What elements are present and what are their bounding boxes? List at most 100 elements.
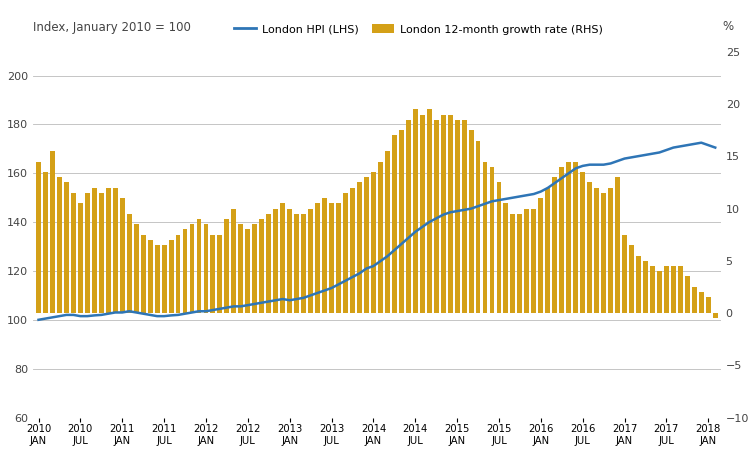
- Bar: [106, 188, 110, 313]
- Bar: [225, 219, 229, 313]
- Bar: [315, 203, 320, 313]
- Bar: [43, 172, 48, 313]
- Bar: [231, 208, 237, 313]
- Bar: [650, 266, 655, 313]
- Bar: [336, 203, 341, 313]
- Bar: [203, 224, 209, 313]
- Bar: [399, 130, 404, 313]
- Bar: [517, 214, 522, 313]
- Bar: [218, 235, 222, 313]
- Bar: [636, 255, 641, 313]
- Bar: [531, 208, 536, 313]
- Bar: [497, 183, 501, 313]
- Bar: [147, 240, 153, 313]
- Bar: [99, 193, 104, 313]
- Bar: [553, 177, 557, 313]
- Bar: [155, 245, 160, 313]
- Bar: [210, 235, 215, 313]
- Bar: [378, 162, 383, 313]
- Bar: [294, 214, 299, 313]
- Bar: [608, 188, 613, 313]
- Bar: [538, 198, 544, 313]
- Text: %: %: [722, 20, 733, 34]
- Bar: [573, 162, 578, 313]
- Bar: [357, 183, 362, 313]
- Bar: [706, 297, 711, 313]
- Bar: [127, 214, 132, 313]
- Bar: [190, 224, 194, 313]
- Bar: [615, 177, 620, 313]
- Bar: [119, 198, 125, 313]
- Bar: [238, 224, 243, 313]
- Bar: [525, 208, 529, 313]
- Bar: [329, 203, 334, 313]
- Bar: [246, 230, 250, 313]
- Bar: [175, 235, 181, 313]
- Bar: [490, 167, 494, 313]
- Bar: [420, 115, 425, 313]
- Bar: [343, 193, 348, 313]
- Bar: [78, 203, 83, 313]
- Bar: [545, 188, 550, 313]
- Bar: [594, 188, 599, 313]
- Bar: [664, 266, 669, 313]
- Bar: [476, 141, 481, 313]
- Bar: [643, 261, 648, 313]
- Bar: [162, 245, 166, 313]
- Bar: [71, 193, 76, 313]
- Bar: [671, 266, 676, 313]
- Bar: [85, 193, 90, 313]
- Bar: [385, 151, 390, 313]
- Bar: [566, 162, 572, 313]
- Bar: [657, 271, 662, 313]
- Bar: [629, 245, 634, 313]
- Bar: [364, 177, 369, 313]
- Bar: [301, 214, 306, 313]
- Bar: [50, 151, 55, 313]
- Bar: [392, 135, 397, 313]
- Bar: [699, 292, 704, 313]
- Bar: [266, 214, 271, 313]
- Bar: [92, 188, 97, 313]
- Bar: [678, 266, 683, 313]
- Bar: [713, 313, 717, 318]
- Bar: [685, 276, 689, 313]
- Bar: [462, 120, 466, 313]
- Bar: [587, 183, 592, 313]
- Bar: [434, 120, 438, 313]
- Bar: [441, 115, 445, 313]
- Bar: [559, 167, 564, 313]
- Bar: [308, 208, 313, 313]
- Bar: [601, 193, 606, 313]
- Bar: [469, 130, 473, 313]
- Bar: [371, 172, 376, 313]
- Bar: [622, 235, 627, 313]
- Bar: [183, 230, 187, 313]
- Bar: [253, 224, 257, 313]
- Bar: [454, 120, 460, 313]
- Bar: [482, 162, 488, 313]
- Bar: [581, 172, 585, 313]
- Bar: [692, 287, 697, 313]
- Bar: [510, 214, 516, 313]
- Bar: [169, 240, 174, 313]
- Bar: [64, 183, 69, 313]
- Bar: [448, 115, 453, 313]
- Bar: [287, 208, 292, 313]
- Bar: [280, 203, 285, 313]
- Bar: [406, 120, 411, 313]
- Text: Index, January 2010 = 100: Index, January 2010 = 100: [33, 20, 191, 34]
- Bar: [57, 177, 62, 313]
- Bar: [273, 208, 278, 313]
- Bar: [134, 224, 138, 313]
- Bar: [36, 162, 41, 313]
- Bar: [113, 188, 118, 313]
- Bar: [141, 235, 146, 313]
- Bar: [426, 109, 432, 313]
- Bar: [413, 109, 417, 313]
- Bar: [259, 219, 264, 313]
- Bar: [322, 198, 327, 313]
- Legend: London HPI (LHS), London 12-month growth rate (RHS): London HPI (LHS), London 12-month growth…: [230, 20, 607, 39]
- Bar: [350, 188, 355, 313]
- Bar: [503, 203, 508, 313]
